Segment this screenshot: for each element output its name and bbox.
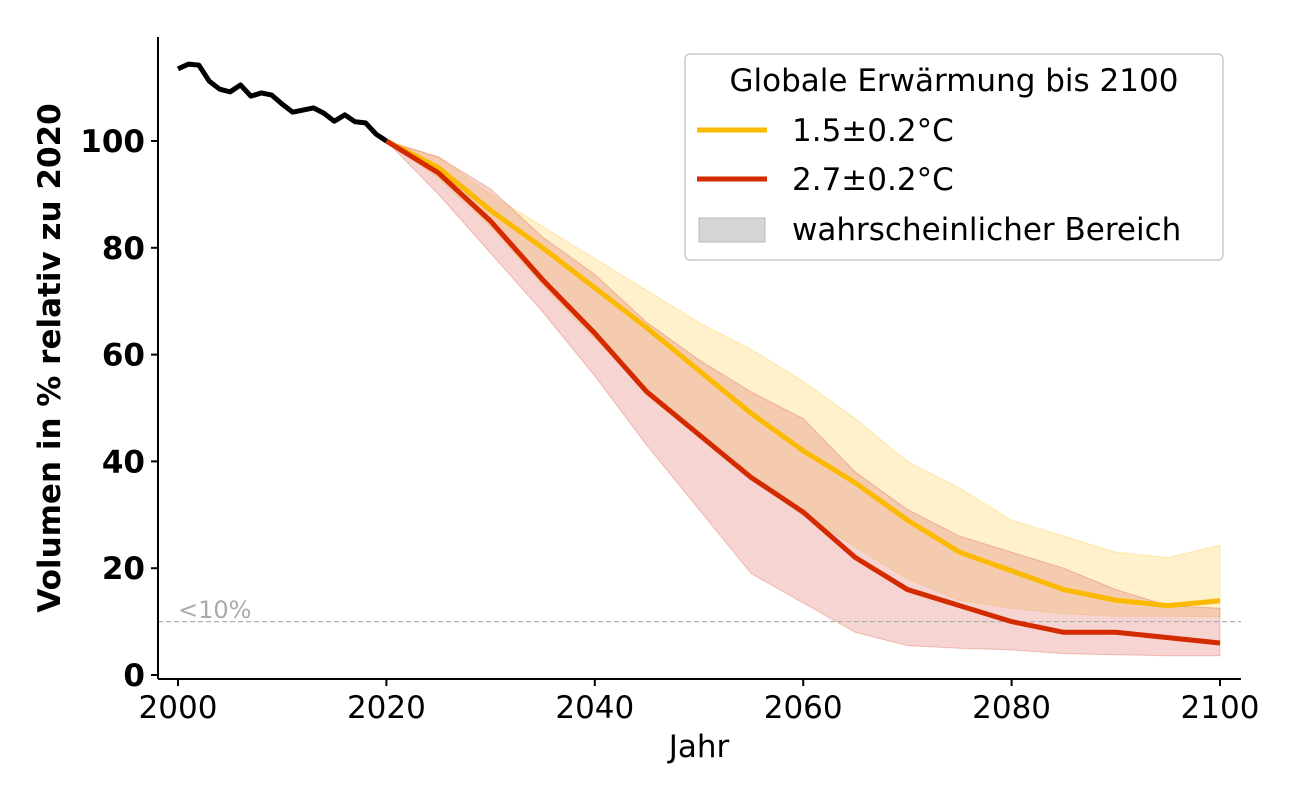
y-tick-label-20: 20: [102, 551, 145, 587]
legend-title: Globale Erwärmung bis 2100: [730, 63, 1179, 99]
x-axis-label: Jahr: [667, 729, 730, 765]
x-tick-label-2060: 2060: [764, 690, 843, 726]
legend-label-1.5: 1.5±0.2°C: [792, 113, 954, 149]
legend-swatch-range: [698, 217, 766, 243]
y-ticks: 0 20 40 60 80 100: [80, 124, 158, 694]
series-lines: [176, 61, 1221, 646]
x-tick-label-2000: 2000: [139, 690, 218, 726]
reference-line-label: <10%: [178, 596, 251, 624]
x-tick-label-2040: 2040: [555, 690, 634, 726]
x-tick-label-2080: 2080: [972, 690, 1051, 726]
y-tick-label-60: 60: [102, 338, 145, 374]
line-Beobachtet: [176, 61, 388, 144]
legend-label-range: wahrscheinlicher Bereich: [792, 212, 1181, 248]
y-tick-label-40: 40: [102, 444, 145, 480]
line-1.5±0.2°C: [385, 138, 1221, 609]
x-tick-label-2020: 2020: [347, 690, 426, 726]
y-tick-label-100: 100: [80, 124, 145, 160]
x-tick-label-2100: 2100: [1181, 690, 1260, 726]
line-2.7±0.2°C: [385, 138, 1221, 646]
y-tick-label-80: 80: [102, 231, 145, 267]
x-ticks: 2000 2020 2040 2060 2080 2100: [139, 679, 1260, 726]
legend: Globale Erwärmung bis 2100 1.5±0.2°C 2.7…: [684, 53, 1224, 261]
y-axis-label: Volumen in % relativ zu 2020: [32, 103, 68, 612]
legend-label-2.7: 2.7±0.2°C: [792, 162, 954, 198]
y-tick-label-0: 0: [123, 658, 145, 694]
legend-frame: [684, 53, 1224, 261]
